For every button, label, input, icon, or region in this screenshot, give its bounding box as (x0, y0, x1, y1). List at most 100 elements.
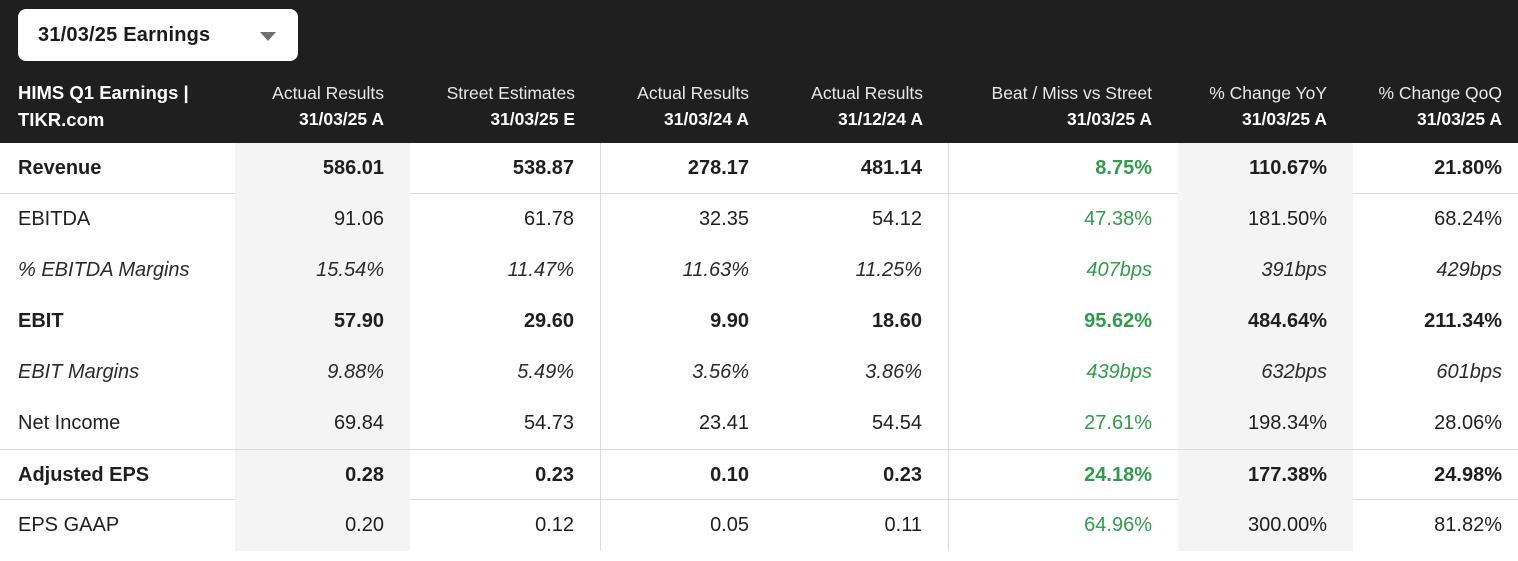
header-line2: 31/03/25 A (1417, 108, 1502, 129)
row-value: 64.96% (1084, 514, 1152, 536)
row-value: 95.62% (1084, 310, 1152, 332)
header-line1: Actual Results (811, 82, 923, 103)
row-value: 0.10 (710, 464, 749, 486)
row-value: 0.12 (410, 500, 601, 551)
header-line2: 31/03/25 E (490, 108, 575, 129)
row-value: 211.34% (1424, 310, 1502, 332)
table-row: EBITDA 91.06 61.78 32.35 54.12 47.38% 181.50% 6… (0, 194, 1518, 245)
row-value: 110.67% (1178, 143, 1353, 194)
row-value: 586.01 (235, 143, 410, 194)
row-value: 15.54% (235, 245, 410, 296)
row-value: 81.82% (1434, 514, 1502, 536)
row-value: 538.87 (410, 143, 601, 194)
row-value: 57.90 (235, 296, 410, 347)
row-value: 29.60 (410, 296, 601, 347)
row-value: 68.24% (1434, 208, 1502, 230)
row-value: 8.75% (1095, 157, 1152, 179)
row-value: 61.78 (410, 194, 601, 245)
row-value: 3.86% (775, 347, 949, 398)
header-line2: 31/03/25 A (299, 108, 384, 129)
header-cell: Street Estimates 31/03/25 E (410, 68, 601, 143)
row-value: 0.11 (775, 500, 949, 551)
header-cell: Actual Results 31/03/25 A (235, 68, 410, 143)
row-value: 278.17 (687, 157, 749, 179)
table-row: % EBITDA Margins 15.54% 11.47% 11.63% 11.25%… (0, 245, 1518, 296)
row-label: Adjusted EPS (18, 464, 150, 486)
row-value: 181.50% (1178, 194, 1353, 245)
header-cell: % Change QoQ 31/03/25 A (1353, 68, 1518, 143)
row-value: 18.60 (775, 296, 949, 347)
row-value: 11.63% (682, 259, 749, 281)
row-value: 54.12 (775, 194, 949, 245)
table-row: EBIT 57.90 29.60 9.90 18.60 95.62% 484.64% 211.… (0, 296, 1518, 347)
row-value: 0.05 (710, 514, 749, 536)
row-value: 91.06 (235, 194, 410, 245)
row-value: 632bps (1178, 347, 1353, 398)
earnings-period-dropdown[interactable]: 31/03/25 Earnings (18, 9, 298, 61)
row-value: 391bps (1178, 245, 1353, 296)
header-cell: Beat / Miss vs Street 31/03/25 A (949, 68, 1178, 143)
row-value: 484.64% (1178, 296, 1353, 347)
row-value: 28.06% (1434, 412, 1502, 434)
top-dark-panel: 31/03/25 Earnings HIMS Q1 Earnings | TIK… (0, 0, 1518, 143)
header-cell: Actual Results 31/12/24 A (775, 68, 949, 143)
row-value: 0.23 (410, 450, 601, 501)
row-value: 54.54 (775, 398, 949, 449)
row-label: EBIT (18, 310, 64, 332)
row-value: 5.49% (410, 347, 601, 398)
row-value: 300.00% (1178, 500, 1353, 551)
header-line2: 31/03/24 A (664, 108, 749, 129)
header-line1: Street Estimates (446, 82, 575, 103)
row-value: 481.14 (775, 143, 949, 194)
row-value: 27.61% (1084, 412, 1152, 434)
row-label: EBIT Margins (18, 361, 140, 383)
header-line1: Actual Results (637, 82, 749, 103)
header-line2: 31/03/25 A (1242, 108, 1327, 129)
row-value: 21.80% (1434, 157, 1502, 179)
table-title-line2: TIKR.com (18, 108, 105, 130)
row-value: 9.90 (710, 310, 749, 332)
row-value: 407bps (1086, 259, 1152, 281)
row-value: 0.20 (235, 500, 410, 551)
row-value: 69.84 (235, 398, 410, 449)
header-cell: % Change YoY 31/03/25 A (1178, 68, 1353, 143)
toolbar: 31/03/25 Earnings (0, 0, 1518, 68)
table-body: Revenue 586.01 538.87 278.17 481.14 8.75% 110.… (0, 143, 1518, 551)
row-value: 32.35 (698, 208, 749, 230)
row-value: 177.38% (1178, 450, 1353, 501)
row-value: 24.18% (1084, 464, 1152, 486)
row-value: 9.88% (235, 347, 410, 398)
row-value: 601bps (1436, 361, 1502, 383)
row-label: EPS GAAP (18, 514, 120, 536)
row-value: 439bps (1086, 361, 1152, 383)
header-line2: 31/12/24 A (838, 108, 923, 129)
row-label: % EBITDA Margins (18, 259, 190, 281)
header-cell: Actual Results 31/03/24 A (601, 68, 775, 143)
row-label: Revenue (18, 157, 102, 179)
header-line1: % Change YoY (1209, 82, 1327, 103)
header-line1: % Change QoQ (1378, 82, 1502, 103)
row-label: EBITDA (18, 208, 91, 230)
row-value: 429bps (1436, 259, 1502, 281)
header-line1: Actual Results (272, 82, 384, 103)
row-value: 11.25% (775, 245, 949, 296)
table-title-cell: HIMS Q1 Earnings | TIKR.com (0, 68, 235, 143)
table-row: Net Income 69.84 54.73 23.41 54.54 27.61% 198.… (0, 398, 1518, 449)
chevron-down-icon (260, 31, 276, 41)
table-row: EBIT Margins 9.88% 5.49% 3.56% 3.86% 439bps 63… (0, 347, 1518, 398)
table-row: Revenue 586.01 538.87 278.17 481.14 8.75% 110.… (0, 143, 1518, 194)
row-value: 24.98% (1434, 464, 1502, 486)
row-value: 54.73 (410, 398, 601, 449)
row-value: 0.28 (235, 450, 410, 501)
table-title-line1: HIMS Q1 Earnings | (18, 81, 189, 103)
row-value: 0.23 (775, 450, 949, 501)
earnings-period-label: 31/03/25 Earnings (38, 23, 211, 46)
table-header-row: HIMS Q1 Earnings | TIKR.com Actual Resul… (0, 68, 1518, 143)
row-value: 47.38% (1084, 208, 1152, 230)
row-value: 198.34% (1178, 398, 1353, 449)
row-value: 3.56% (692, 361, 749, 383)
table-row: EPS GAAP 0.20 0.12 0.05 0.11 64.96% 300.00% 81.… (0, 500, 1518, 551)
header-line2: 31/03/25 A (1067, 108, 1152, 129)
row-value: 23.41 (698, 412, 749, 434)
header-line1: Beat / Miss vs Street (991, 82, 1152, 103)
